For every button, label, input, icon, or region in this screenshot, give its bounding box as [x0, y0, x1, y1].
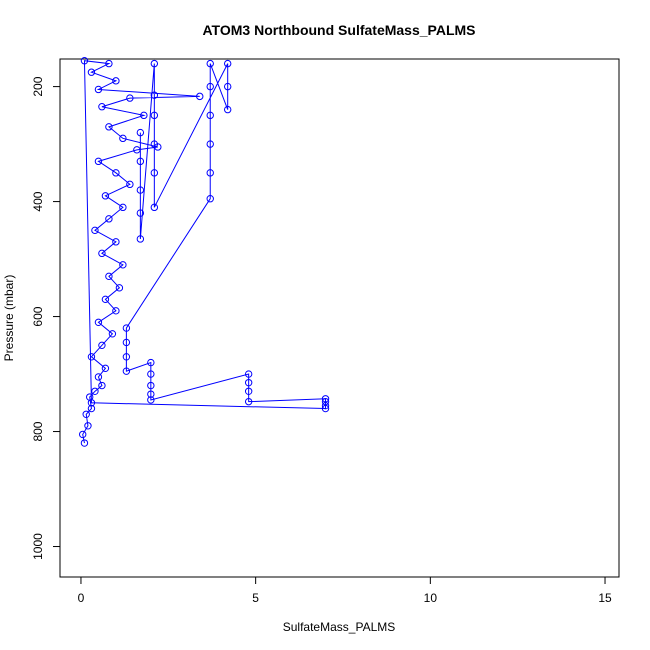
data-point	[105, 215, 113, 223]
data-point	[101, 364, 110, 373]
data-point	[206, 59, 214, 68]
data-point	[136, 128, 145, 137]
data-point	[244, 370, 253, 378]
data-point	[91, 387, 99, 396]
data-point	[87, 68, 96, 76]
data-point	[94, 318, 103, 327]
data-series	[79, 57, 330, 447]
data-point	[112, 307, 120, 315]
data-point	[150, 203, 159, 212]
y-axis-label: Pressure (mbar)	[2, 275, 16, 362]
data-point	[87, 353, 96, 361]
x-tick-label: 15	[598, 591, 612, 605]
data-point	[122, 338, 131, 347]
data-point	[91, 226, 99, 235]
data-point	[140, 111, 148, 120]
data-point	[101, 192, 110, 200]
data-point	[98, 341, 106, 350]
data-point	[112, 169, 120, 177]
data-point	[136, 186, 145, 194]
data-point	[126, 94, 134, 102]
data-point	[115, 284, 124, 292]
data-point	[101, 295, 110, 304]
data-point	[206, 169, 214, 177]
series-line	[82, 60, 327, 444]
data-point	[126, 180, 134, 189]
data-point	[136, 235, 145, 243]
data-point	[321, 397, 330, 406]
data-point	[82, 410, 90, 418]
y-axis: 200 400 600 800 1000	[31, 76, 61, 560]
data-point	[98, 103, 106, 111]
data-point	[150, 59, 159, 68]
data-point	[206, 195, 214, 203]
data-point	[147, 381, 155, 390]
data-point	[80, 57, 89, 65]
data-point	[224, 59, 232, 68]
data-point	[150, 140, 159, 148]
data-point	[94, 85, 103, 94]
data-point	[150, 111, 159, 120]
y-tick-label: 200	[31, 76, 45, 96]
data-point	[94, 373, 103, 381]
x-axis-label: SulfateMass_PALMS	[283, 620, 396, 634]
y-tick-label: 600	[31, 306, 45, 326]
x-tick-label: 0	[78, 591, 85, 605]
data-point	[244, 397, 253, 406]
y-tick-label: 1000	[31, 533, 45, 560]
data-point	[136, 209, 145, 217]
y-tick-label: 400	[31, 191, 45, 211]
data-point	[122, 353, 131, 361]
data-point	[147, 358, 155, 367]
data-point	[108, 330, 117, 338]
data-point	[133, 146, 141, 154]
data-point	[196, 92, 204, 101]
data-point	[98, 381, 106, 390]
data-point	[244, 378, 253, 387]
data-point	[122, 324, 131, 332]
data-point	[244, 387, 253, 396]
data-point	[105, 123, 113, 131]
data-point	[321, 395, 330, 403]
data-point	[105, 272, 113, 281]
data-point	[224, 105, 232, 114]
data-point	[224, 82, 232, 91]
data-point	[87, 399, 96, 407]
data-point	[79, 430, 87, 439]
data-point	[119, 134, 127, 143]
data-point	[112, 238, 120, 246]
data-point	[80, 439, 89, 447]
data-point	[112, 77, 120, 85]
data-point	[147, 390, 155, 398]
data-point	[206, 111, 214, 120]
x-tick-label: 10	[424, 591, 438, 605]
x-tick-label: 5	[252, 591, 259, 605]
x-axis: 0 5 10 15	[78, 576, 612, 605]
data-point	[98, 249, 106, 258]
data-point	[147, 370, 155, 378]
plot-area-frame	[59, 58, 620, 578]
data-point	[105, 59, 113, 68]
data-point	[119, 261, 127, 269]
data-point	[119, 203, 127, 212]
data-point	[150, 91, 159, 99]
data-point	[122, 367, 131, 375]
data-point	[136, 157, 145, 166]
chart-title: ATOM3 Northbound SulfateMass_PALMS	[202, 22, 475, 38]
data-point	[84, 422, 92, 430]
y-tick-label: 800	[31, 421, 45, 441]
data-point	[206, 140, 214, 148]
data-point	[206, 82, 214, 91]
data-point	[87, 404, 96, 413]
data-point	[94, 157, 103, 166]
data-point	[150, 169, 159, 177]
data-point	[147, 396, 155, 404]
